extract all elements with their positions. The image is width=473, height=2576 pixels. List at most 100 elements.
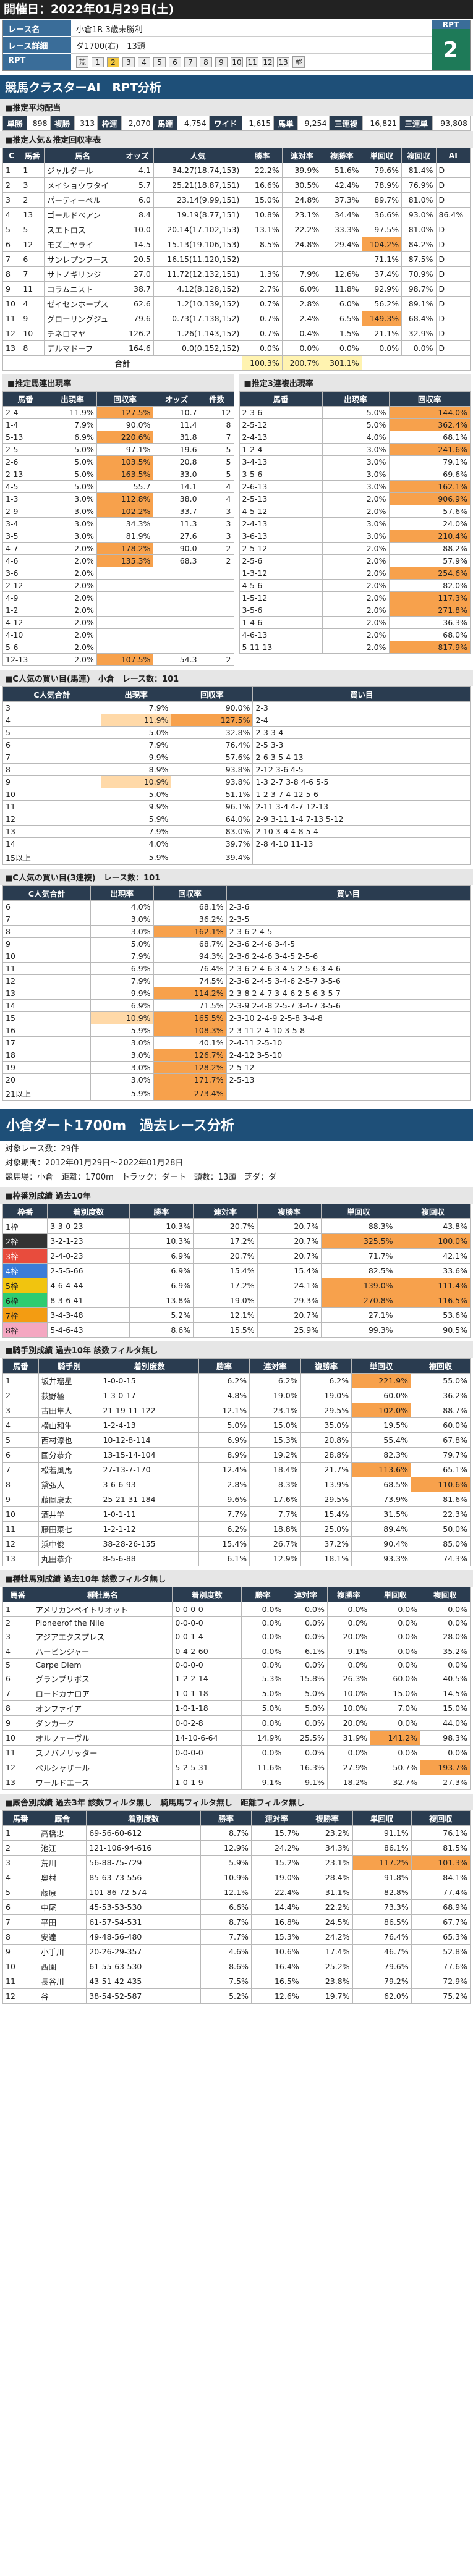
table-cell: 0-0-0-0 (172, 1616, 242, 1629)
table-cell: 12.1% (193, 1307, 258, 1323)
table-cell (199, 604, 234, 617)
table-cell: 23.8% (301, 1974, 353, 1989)
table-cell: 81.0% (401, 192, 437, 208)
table-cell: 4-10 (2, 628, 49, 641)
table-cell: 0.0% (241, 1616, 285, 1629)
table-cell: 31.5% (351, 1506, 412, 1522)
sire-title: ■種牡馬別成績 過去10年 該数フィルタ無し (0, 1570, 473, 1587)
table-cell: 8.7% (200, 1914, 252, 1930)
table-cell: 117.3% (388, 591, 471, 604)
table-cell: 40.1% (153, 1036, 227, 1049)
rpt-scale-item: 4 (138, 57, 150, 67)
table-cell: 817.9% (388, 641, 471, 654)
table-cell: 2-3-6 2-4-5 (226, 925, 471, 938)
table-row: 5 Carpe Diem 0-0-0-0 0.0% 0.0% 0.0% 0.0% 0.0% (2, 1658, 471, 1671)
table-cell: 0.0% (326, 1616, 371, 1629)
table-cell: 12.6% (322, 266, 362, 282)
table-cell: 3-5-6 (239, 468, 323, 481)
table-row: 4-6 2.0% 135.3% 68.3 2 (2, 554, 234, 567)
table-cell: 0.0% (241, 1644, 285, 1659)
table-cell: 2-3-9 2-4-8 2-5-7 3-4-7 3-5-6 (226, 999, 471, 1012)
column-header: 連対率 (193, 1204, 258, 1219)
table-cell: 5.0% (322, 406, 390, 419)
table-cell: 4.6% (200, 1944, 252, 1959)
table-cell: 2枠 (2, 1233, 48, 1249)
table-cell: 11.3 (153, 517, 200, 530)
ai-section-title: 競馬クラスターAI RPT分析 (0, 75, 473, 99)
table-cell: 162.1% (388, 480, 471, 493)
table-cell: 16.8% (250, 1914, 302, 1930)
table-cell: 0-0-0-0 (172, 1602, 242, 1617)
table-cell: 2-12 (2, 579, 49, 592)
table-cell: 15 (2, 1011, 92, 1024)
table-cell: 5-2-5-31 (172, 1760, 242, 1775)
table-cell: 25.21(18.87,151) (153, 177, 243, 193)
table-cell: 1-3 2-7 3-8 4-6 5-5 (252, 775, 471, 788)
table-cell: 7 (2, 751, 101, 764)
table-row: 4-12 2.0% (2, 616, 234, 629)
table-cell: 9 (2, 281, 21, 297)
rpt-scale-item: 12 (262, 57, 274, 67)
table-row: 21以上 5.9% 273.4% (2, 1086, 471, 1101)
table-cell: 15.8% (284, 1671, 328, 1686)
table-row: 3 2 パーティーベル 6.0 23.14(9.99,151) 15.0% 24.8% 37.… (2, 192, 471, 208)
table-cell: 3 (2, 1403, 39, 1418)
table-cell: 7.7% (198, 1506, 250, 1522)
table-cell: 6.2% (198, 1521, 250, 1537)
table-cell: 13.8% (129, 1293, 194, 1308)
table-cell: 54.3 (153, 653, 200, 666)
table-cell: 2.0% (48, 554, 97, 567)
table-cell: 0.4% (281, 326, 323, 341)
table-cell: 4-6-4-44 (47, 1278, 130, 1293)
table-cell: 1-2-1-12 (100, 1521, 199, 1537)
table-cell: 4 (2, 1870, 39, 1885)
table-row: 15以上 5.9% 39.4% (2, 850, 471, 865)
table-row: 7 6 サンレプンフース 20.5 16.15(11.120,152) 71.1% 87.5… (2, 251, 471, 267)
table-cell: 15.4% (257, 1263, 322, 1278)
column-header: オッズ (153, 391, 200, 407)
column-header: 勝率 (242, 148, 283, 163)
table-header-row: 馬番 騎手別 着別度数 勝率 連対率 複勝率 単回収 複回収 (2, 1358, 471, 1374)
table-cell: 3.0% (322, 530, 390, 543)
table-cell: 6.6% (200, 1899, 252, 1915)
table-cell: 111.4% (395, 1278, 471, 1293)
table-cell: 14-10-6-64 (172, 1730, 242, 1746)
column-header: 着別度数 (47, 1204, 130, 1219)
table-cell: 83.0% (171, 825, 254, 838)
table-cell: ワールドエース (32, 1775, 173, 1790)
table-row: 2-5 5.0% 97.1% 19.6 5 (2, 443, 234, 456)
table-cell: 4 (2, 207, 21, 222)
table-cell: 2-5-12 (226, 1061, 471, 1074)
table-cell: 68.4% (401, 311, 437, 326)
table-cell: 44.0% (420, 1715, 471, 1731)
table-row: 2 Pioneerof the Nile 0-0-0-0 0.0% 0.0% 0.0% 0.… (2, 1616, 471, 1629)
table-cell: 2-5-5-66 (47, 1263, 130, 1278)
table-cell: 5 (2, 1885, 39, 1900)
table-cell: 0.0% (284, 1745, 328, 1760)
table-cell: 19.0% (249, 1388, 301, 1403)
table-cell: Pioneerof the Nile (32, 1616, 173, 1629)
table-cell: 8.6% (200, 1959, 252, 1974)
table-row: 9 5.0% 68.7% 2-3-6 2-4-6 3-4-5 (2, 937, 471, 950)
table-cell: 74.5% (153, 974, 227, 987)
table-cell: 101.3% (411, 1855, 471, 1870)
table-cell: 81.9% (96, 530, 154, 543)
table-cell: 8.7% (200, 1825, 252, 1841)
table-cell: 126.7% (153, 1049, 227, 1062)
table-row: 3-5-6 2.0% 271.8% (239, 604, 471, 617)
table-cell: 5.0% (48, 455, 97, 468)
trio-table: 馬番 出現率 回収率 2-3-6 5.0% 144.0% 2-5-12 5.0% 362.4% 2… (239, 391, 471, 654)
table-cell: 13 (2, 987, 92, 1000)
table-cell: 10.6% (250, 1944, 302, 1959)
table-cell: 23.1% (281, 207, 323, 222)
table-cell: 8枠 (2, 1322, 48, 1338)
table-cell: 9.1% (241, 1775, 285, 1790)
rpt-scale: 荒 1 2 3 4 5 6 7 8 9 10 11 12 13 堅 (71, 54, 432, 70)
table-cell: 64.0% (171, 813, 254, 826)
table-cell: 2.0% (322, 505, 390, 518)
table-cell: 7.0% (370, 1700, 421, 1716)
table-cell: 安達 (38, 1929, 87, 1945)
table-cell: 27.1% (321, 1307, 396, 1323)
past-section-title: 小倉ダート1700m 過去レース分析 (0, 1109, 473, 1141)
table-cell: 1-3-0-17 (100, 1388, 199, 1403)
